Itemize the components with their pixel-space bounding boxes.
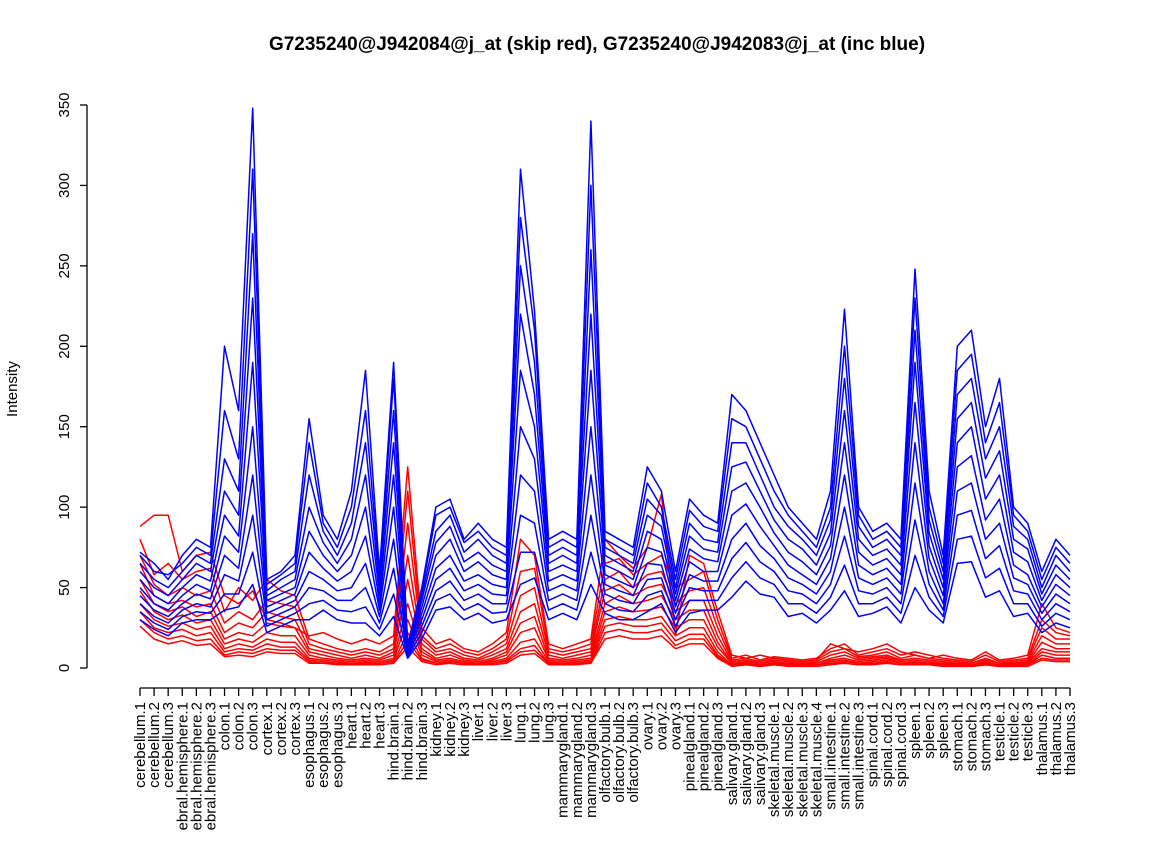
x-tick-label: spinal.cord.2 xyxy=(879,702,896,787)
y-tick-label: 350 xyxy=(56,92,73,117)
x-tick-label: hind.brain.2 xyxy=(400,702,417,780)
x-tick-label: lung.1 xyxy=(512,702,529,743)
x-tick-label: hind.brain.1 xyxy=(386,702,403,780)
x-tick-label: colon.3 xyxy=(245,702,262,750)
x-tick-label: kidney.3 xyxy=(456,702,473,757)
x-tick-label: liver.2 xyxy=(484,702,501,741)
y-axis-label: Intensity xyxy=(4,361,21,417)
x-tick-label: salivary.gland.1 xyxy=(724,702,741,805)
x-tick-label: olfactory.bulb.2 xyxy=(611,702,628,803)
x-tick-label: pinealgland.3 xyxy=(710,702,727,791)
x-tick-label: ovary.2 xyxy=(653,702,670,750)
x-tick-label: heart.3 xyxy=(372,702,389,749)
x-tick-label: cortex.3 xyxy=(287,702,304,755)
series-line-skip-8 xyxy=(139,611,1070,668)
x-tick-label: esophagus.2 xyxy=(315,702,332,788)
series-line-inc-8 xyxy=(139,509,1071,656)
x-tick-label: pinealgland.2 xyxy=(696,702,713,791)
y-axis: 0 50 100 150 200 250 300 350 xyxy=(56,92,88,672)
x-tick-label: colon.2 xyxy=(231,702,248,750)
y-tick-label: 300 xyxy=(56,173,73,198)
x-tick-label: thalamus.1 xyxy=(1034,702,1051,775)
x-tick-label: stomach.1 xyxy=(949,702,966,771)
x-tick-label: spinal.cord.3 xyxy=(893,702,910,787)
x-tick-label: spleen.3 xyxy=(935,702,952,759)
x-tick-label: thalamus.3 xyxy=(1062,702,1079,775)
x-tick-label: liver.1 xyxy=(470,702,487,741)
y-tick-label: 200 xyxy=(56,334,73,359)
x-tick-label: hind.brain.3 xyxy=(414,702,431,780)
x-tick-label: ovary.1 xyxy=(639,702,656,750)
x-tick-label: ovary.3 xyxy=(667,702,684,750)
series-line-inc-6 xyxy=(139,425,1071,653)
x-tick-label: testicle.3 xyxy=(1020,702,1037,761)
x-tick-label: small.intestine.1 xyxy=(822,702,839,810)
x-tick-label: esophagus.3 xyxy=(329,702,346,788)
x-tick-label: spleen.1 xyxy=(907,702,924,759)
x-tick-label: cerebellum.2 xyxy=(146,702,163,788)
x-tick-label: ebral.hemisphere.3 xyxy=(202,702,219,830)
x-tick-label: testicle.1 xyxy=(992,702,1009,761)
x-tick-label: stomach.2 xyxy=(963,702,980,771)
x-tick-label: ebral.hemisphere.1 xyxy=(174,702,191,830)
x-tick-label: skeletal.muscle.3 xyxy=(794,702,811,817)
x-tick-label: small.intestine.2 xyxy=(837,702,854,810)
y-tick-label: 0 xyxy=(56,664,73,672)
x-tick-label: heart.1 xyxy=(343,702,360,749)
x-tick-label: skeletal.muscle.2 xyxy=(780,702,797,817)
x-tick-label: salivary.gland.2 xyxy=(738,702,755,805)
x-tick-label: olfactory.bulb.3 xyxy=(625,702,642,803)
x-tick-label: spinal.cord.1 xyxy=(865,702,882,787)
x-tick-label: olfactory.bulb.1 xyxy=(597,702,614,803)
x-tick-label: kidney.2 xyxy=(442,702,459,757)
x-tick-label: testicle.2 xyxy=(1006,702,1023,761)
x-tick-label: stomach.3 xyxy=(977,702,994,771)
x-tick-label: cerebellum.1 xyxy=(132,702,149,788)
chart-title: G7235240@J942084@j_at (skip red), G72352… xyxy=(269,34,925,55)
y-tick-label: 250 xyxy=(56,253,73,278)
y-tick-label: 100 xyxy=(56,495,73,520)
x-tick-label: kidney.1 xyxy=(428,702,445,757)
x-tick-label: pinealgland.1 xyxy=(682,702,699,791)
x-tick-label: small.intestine.3 xyxy=(851,702,868,810)
x-tick-label: colon.1 xyxy=(217,702,234,750)
x-tick-label: mammarygland.1 xyxy=(555,702,572,818)
x-tick-label: ebral.hemisphere.2 xyxy=(188,702,205,830)
x-tick-label: salivary.gland.3 xyxy=(752,702,769,805)
series-line-inc-5 xyxy=(139,361,1071,652)
x-tick-label: lung.3 xyxy=(541,702,558,743)
y-tick-label: 150 xyxy=(56,414,73,439)
plot-area xyxy=(139,107,1071,668)
series-line-skip-10 xyxy=(139,625,1070,668)
x-tick-label: mammarygland.2 xyxy=(569,702,586,818)
x-tick-label: cortex.2 xyxy=(273,702,290,755)
x-axis: cerebellum.1cerebellum.2cerebellum.3ebra… xyxy=(132,687,1079,830)
x-tick-label: liver.3 xyxy=(498,702,515,741)
x-tick-label: heart.2 xyxy=(357,702,374,749)
y-tick-label: 50 xyxy=(56,579,73,596)
series-line-inc-9 xyxy=(139,535,1071,658)
x-tick-label: skeletal.muscle.4 xyxy=(808,702,825,817)
x-tick-label: spleen.2 xyxy=(921,702,938,759)
x-tick-label: lung.2 xyxy=(527,702,544,743)
x-tick-label: skeletal.muscle.1 xyxy=(766,702,783,817)
x-tick-label: cortex.1 xyxy=(259,702,276,755)
x-tick-label: cerebellum.3 xyxy=(160,702,177,788)
x-tick-label: thalamus.2 xyxy=(1048,702,1065,775)
series-line-inc-4 xyxy=(139,297,1071,650)
x-tick-label: esophagus.1 xyxy=(301,702,318,788)
series-line-inc-10 xyxy=(139,561,1071,660)
series-line-inc-7 xyxy=(139,474,1071,655)
x-tick-label: mammarygland.3 xyxy=(583,702,600,818)
